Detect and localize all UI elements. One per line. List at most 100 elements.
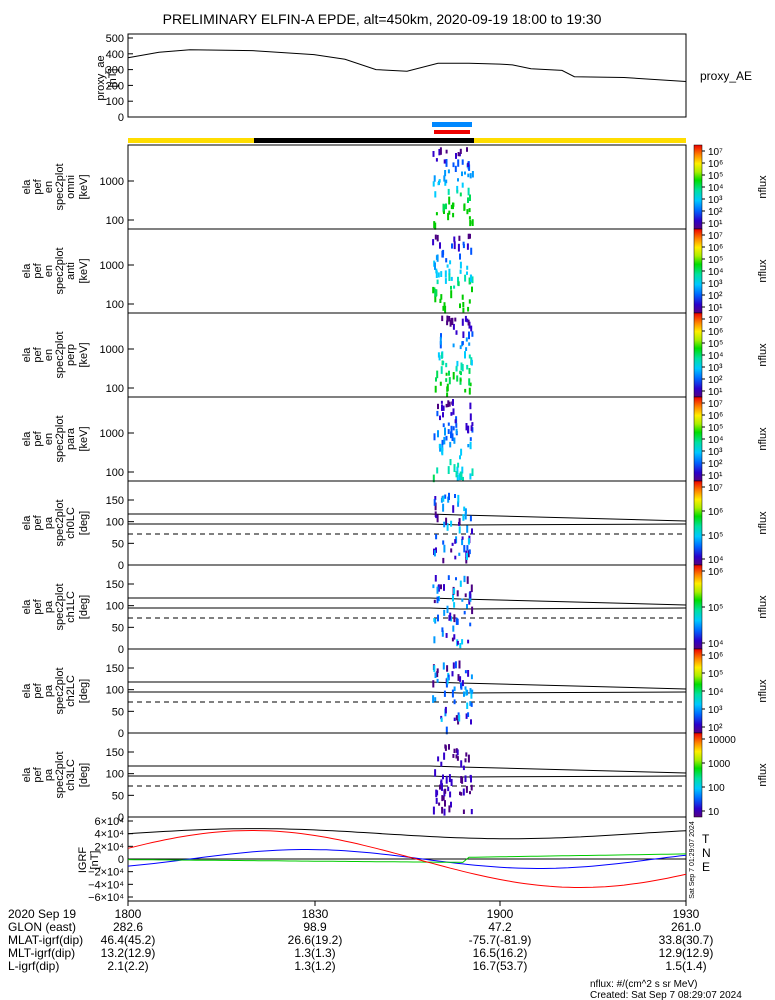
data-cell xyxy=(454,539,457,544)
data-cell xyxy=(447,212,450,221)
data-cell xyxy=(466,604,468,609)
data-cell xyxy=(445,258,448,263)
panel-ylabel: spec2plot xyxy=(54,499,66,546)
line-90deg xyxy=(128,691,687,694)
data-cell xyxy=(459,455,461,460)
data-cell xyxy=(470,691,473,699)
data-cell xyxy=(470,784,473,791)
data-cell xyxy=(447,422,450,426)
data-cell xyxy=(454,555,457,560)
footer-created: Created: Sat Sep 7 08:29:07 2024 xyxy=(590,990,742,1000)
data-cell xyxy=(439,147,442,155)
colorbar-tick-label: 10⁴ xyxy=(708,267,723,278)
data-cell xyxy=(432,181,435,187)
ae-ytick-label: 300 xyxy=(106,65,124,77)
line-90deg xyxy=(128,775,687,778)
ytick-label: 150 xyxy=(106,495,124,507)
data-cell xyxy=(436,234,439,242)
data-cell xyxy=(453,602,456,608)
data-cell xyxy=(458,518,461,525)
data-cell xyxy=(440,780,443,786)
data-cell xyxy=(470,359,473,366)
panel-frame xyxy=(127,480,687,566)
ytick-label: 1000 xyxy=(100,176,124,188)
data-cell xyxy=(435,547,437,553)
data-cell xyxy=(444,788,447,794)
data-cell xyxy=(452,323,455,330)
data-cell xyxy=(466,271,468,275)
panel-ylabel: en xyxy=(43,433,55,445)
colorbar-label: nflux xyxy=(757,763,769,787)
data-cell xyxy=(461,318,464,326)
data-cell xyxy=(450,285,452,290)
panel-ylabel: en xyxy=(43,265,55,277)
panel-ylabel: pa xyxy=(43,516,55,529)
data-cell xyxy=(464,171,466,175)
data-cell xyxy=(432,151,435,157)
data-cell xyxy=(446,665,449,672)
loss-cone-line-upper xyxy=(128,681,687,690)
colorbar-tick-label: 10³ xyxy=(708,195,723,206)
data-cell xyxy=(457,159,460,167)
panel-ylabel: ch3LC xyxy=(65,759,77,791)
data-cell xyxy=(439,298,442,303)
data-cell xyxy=(462,809,465,814)
colorbar-tick-label: 10⁶ xyxy=(708,567,723,578)
ytick-label: 1000 xyxy=(100,260,124,272)
data-cell xyxy=(459,676,462,682)
loss-cone-line-upper xyxy=(128,597,687,606)
data-cell xyxy=(465,557,468,564)
cell-mlat: 46.4(45.2) xyxy=(101,933,156,947)
data-cell xyxy=(452,372,455,380)
data-cell xyxy=(462,765,465,771)
data-cell xyxy=(452,625,455,632)
data-cell xyxy=(446,677,449,685)
data-cell xyxy=(445,378,448,382)
data-cell xyxy=(464,686,467,690)
data-cell xyxy=(441,404,443,411)
data-cell xyxy=(447,466,450,474)
cell-glon: 282.6 xyxy=(113,920,143,934)
data-cell xyxy=(470,775,472,783)
data-cell xyxy=(436,410,439,417)
colorbar-tick-label: 10² xyxy=(708,723,723,734)
data-cell xyxy=(433,550,436,557)
data-cell xyxy=(438,802,441,806)
data-cell xyxy=(451,671,454,677)
colorbar-tick-label: 10000 xyxy=(708,735,736,746)
data-cell xyxy=(462,244,465,249)
data-cell xyxy=(469,382,472,387)
data-cell xyxy=(434,385,437,393)
data-cell xyxy=(461,466,464,474)
data-cell xyxy=(457,243,460,252)
ytick-label: 100 xyxy=(106,601,124,613)
panel-frame xyxy=(127,564,687,650)
data-cell xyxy=(448,805,451,813)
colorbar-tick-label: 10⁶ xyxy=(708,411,723,422)
data-cell xyxy=(470,584,473,593)
data-cell xyxy=(445,203,447,210)
colorbar-tick-label: 10 xyxy=(708,807,720,818)
data-cell xyxy=(457,152,460,157)
igrf-ytick-label: 4×10⁴ xyxy=(94,829,124,841)
data-cell xyxy=(433,499,436,506)
data-cell xyxy=(434,295,437,303)
data-cell xyxy=(442,557,445,564)
colorbar-tick-label: 10³ xyxy=(708,363,723,374)
data-cell xyxy=(434,496,437,501)
data-cell xyxy=(444,278,447,284)
data-cell xyxy=(443,544,446,553)
data-cell xyxy=(447,674,450,681)
panel-ylabel: spec2plot xyxy=(54,751,66,798)
data-cell xyxy=(448,316,451,322)
data-cell xyxy=(443,159,446,164)
data-cell xyxy=(464,593,467,598)
data-cell xyxy=(435,255,438,260)
data-cell xyxy=(459,148,462,154)
colorbar xyxy=(693,564,703,650)
data-cell xyxy=(468,549,471,555)
data-cell xyxy=(467,444,470,448)
data-cell xyxy=(446,315,449,323)
